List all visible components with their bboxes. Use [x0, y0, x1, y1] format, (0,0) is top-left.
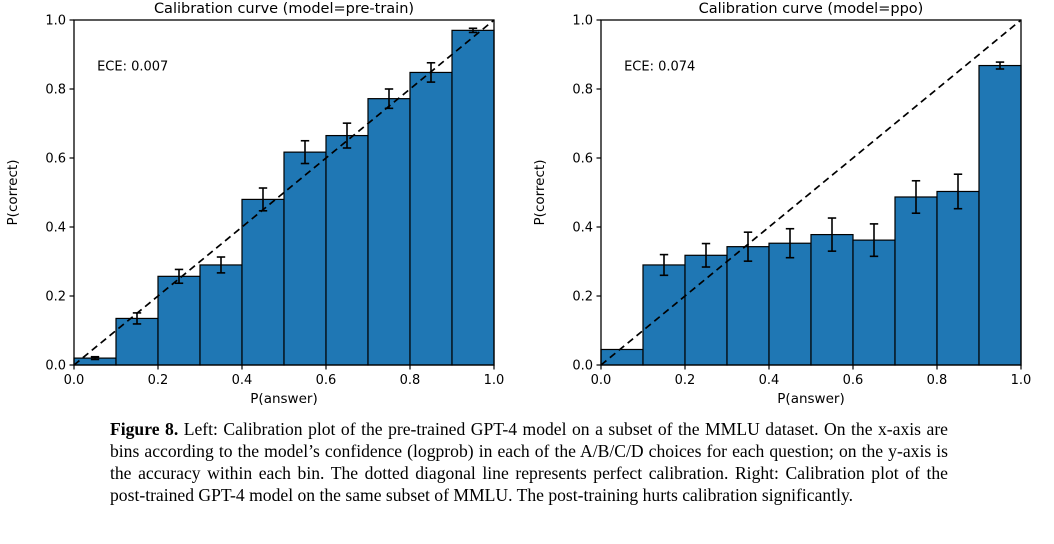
bar-bin-7	[367, 98, 411, 366]
axes-box	[600, 19, 1022, 366]
error-bar-bin-2	[701, 242, 711, 268]
error-bar-bin-3	[216, 256, 226, 274]
bar-bin-8	[409, 71, 453, 366]
x-tick-label: 1.0	[484, 373, 505, 388]
error-bar-bin-1	[132, 312, 142, 325]
y-tick-label: 0.2	[572, 290, 593, 305]
bar-bin-6	[852, 239, 896, 366]
x-tick-label: 0.0	[64, 373, 85, 388]
figure-caption-text: Left: Calibration plot of the pre-traine…	[110, 419, 948, 506]
x-axis-label: P(answer)	[250, 391, 317, 407]
perfect-calibration-line	[600, 19, 1022, 366]
x-tick-label: 0.8	[927, 373, 948, 388]
x-axis-label: P(answer)	[777, 391, 844, 407]
axes-box	[73, 19, 495, 366]
y-tick-label: 0.4	[572, 221, 593, 236]
chart-title: Calibration curve (model=pre-train)	[154, 1, 414, 17]
x-tick-label: 0.2	[675, 373, 696, 388]
bar-bin-5	[810, 233, 854, 366]
bar-bin-7	[894, 196, 938, 366]
error-bar-bin-6	[342, 122, 352, 149]
y-tick-label: 0.2	[45, 290, 66, 305]
figure-caption: Figure 8. Left: Calibration plot of the …	[110, 418, 948, 507]
bar-bin-8	[936, 190, 980, 366]
error-bar-bin-2	[174, 268, 184, 285]
bar-bin-1	[642, 264, 686, 366]
bar-bin-2	[684, 254, 728, 366]
bar-bin-5	[283, 151, 327, 366]
bar-bin-3	[726, 246, 770, 366]
bar-bin-4	[241, 198, 285, 366]
x-axis-ticks: 0.0 0.2 0.4 0.6 0.8 1.0	[591, 365, 1032, 388]
chart-title: Calibration curve (model=ppo)	[699, 1, 924, 17]
x-tick-label: 0.2	[148, 373, 169, 388]
x-tick-label: 0.4	[232, 373, 253, 388]
y-tick-label: 0.8	[572, 83, 593, 98]
error-bar-bin-9	[468, 27, 478, 34]
bar-bin-6	[325, 134, 369, 366]
y-axis-label: P(correct)	[532, 160, 548, 226]
error-bar-bin-7	[911, 179, 921, 214]
y-tick-label: 0.8	[45, 83, 66, 98]
error-bars	[90, 27, 478, 361]
bar-bin-0	[600, 348, 644, 366]
y-axis-label: P(correct)	[5, 160, 21, 226]
bar-bin-3	[199, 264, 243, 366]
bar-bin-9	[978, 64, 1022, 366]
y-tick-label: 0.0	[572, 359, 593, 374]
ece-annotation: ECE: 0.074	[624, 60, 695, 75]
calibration-chart-ppo: 0.0 0.2 0.4 0.6 0.8 1.0 0.0 0.2 0.4 0.6 0.8 1.0 Cali…	[532, 1, 1032, 407]
y-tick-label: 0.0	[45, 359, 66, 374]
y-tick-label: 0.6	[572, 152, 593, 167]
x-tick-label: 0.6	[316, 373, 337, 388]
y-tick-label: 0.4	[45, 221, 66, 236]
y-tick-label: 1.0	[572, 14, 593, 29]
error-bar-bin-4	[785, 227, 795, 259]
bars	[600, 64, 1022, 366]
error-bar-bin-7	[384, 88, 394, 110]
error-bar-bin-8	[953, 173, 963, 210]
y-tick-label: 0.6	[45, 152, 66, 167]
error-bar-bin-9	[995, 61, 1005, 70]
y-axis-ticks: 0.0 0.2 0.4 0.6 0.8 1.0	[572, 14, 601, 374]
error-bar-bin-4	[258, 187, 268, 212]
error-bar-bin-0	[90, 355, 100, 361]
figure-caption-label: Figure 8.	[110, 419, 179, 439]
x-tick-label: 0.4	[759, 373, 780, 388]
x-tick-label: 1.0	[1011, 373, 1032, 388]
ece-annotation: ECE: 0.007	[97, 60, 168, 75]
error-bar-bin-1	[659, 253, 669, 277]
perfect-calibration-line	[73, 19, 495, 366]
bar-bin-2	[157, 275, 201, 366]
bar-bin-9	[451, 29, 495, 366]
error-bars	[659, 61, 1005, 277]
error-bar-bin-3	[743, 231, 753, 262]
bar-bin-4	[768, 242, 812, 366]
x-axis-ticks: 0.0 0.2 0.4 0.6 0.8 1.0	[64, 365, 505, 388]
error-bar-bin-5	[300, 139, 310, 165]
y-tick-label: 1.0	[45, 14, 66, 29]
x-tick-label: 0.6	[843, 373, 864, 388]
error-bar-bin-6	[869, 223, 879, 258]
error-bar-bin-8	[426, 61, 436, 83]
x-tick-label: 0.0	[591, 373, 612, 388]
x-tick-label: 0.8	[400, 373, 421, 388]
calibration-chart-pretrain: 0.0 0.2 0.4 0.6 0.8 1.0 0.0 0.2 0.4 0.6 0.8 1.0 Cali…	[5, 1, 505, 407]
error-bar-bin-5	[827, 217, 837, 252]
y-axis-ticks: 0.0 0.2 0.4 0.6 0.8 1.0	[45, 14, 74, 374]
